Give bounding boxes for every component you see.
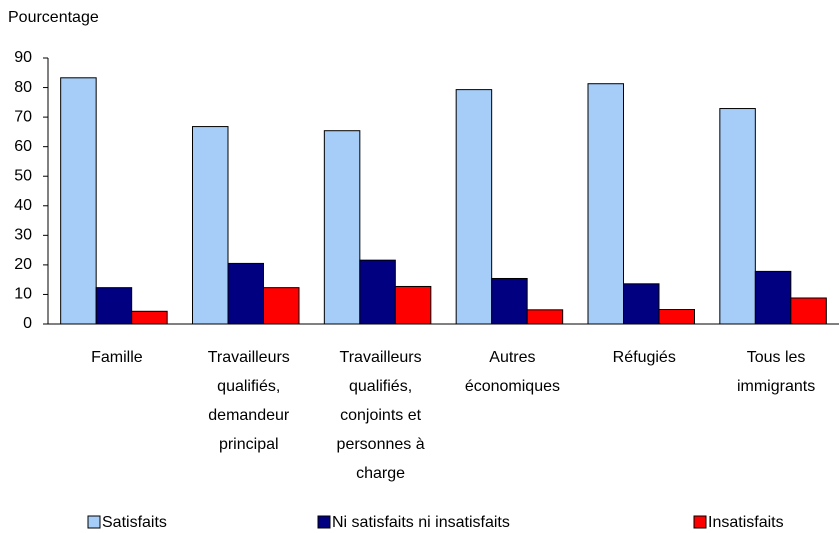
x-tick-label: conjoints et xyxy=(340,407,421,424)
legend-label: Satisfaits xyxy=(102,514,167,531)
y-tick-label: 50 xyxy=(14,167,32,184)
legend-swatch xyxy=(87,515,101,529)
legend-label: Ni satisfaits ni insatisfaits xyxy=(332,514,510,531)
bar xyxy=(263,287,300,325)
bar xyxy=(131,310,168,325)
legend-swatch xyxy=(317,515,331,529)
y-tick-label: 20 xyxy=(14,256,32,273)
x-tick-label: personnes à xyxy=(337,436,425,453)
bar xyxy=(790,297,827,325)
legend-label: Insatisfaits xyxy=(708,514,784,531)
x-tick-label: Réfugiés xyxy=(613,349,676,366)
x-tick-label: économiques xyxy=(465,378,560,395)
bar xyxy=(192,126,229,325)
y-tick-label: 60 xyxy=(14,138,32,155)
x-tick-label: Famille xyxy=(91,349,143,366)
y-tick-label: 70 xyxy=(14,108,32,125)
bar xyxy=(227,262,264,325)
bar xyxy=(455,89,493,325)
bar xyxy=(394,285,432,325)
x-tick-label: qualifiés, xyxy=(217,378,280,395)
x-tick-label: principal xyxy=(219,436,279,453)
y-tick-label: 0 xyxy=(23,315,32,332)
x-tick-label: Travailleurs xyxy=(340,349,422,366)
bar xyxy=(754,270,792,325)
x-tick-label: Travailleurs xyxy=(208,349,290,366)
x-tick-label: Autres xyxy=(489,349,535,366)
bar xyxy=(526,309,564,325)
y-tick-label: 90 xyxy=(14,49,32,66)
bar xyxy=(491,277,528,325)
y-tick-label: 10 xyxy=(14,286,32,303)
y-tick-label: 40 xyxy=(14,197,32,214)
bar xyxy=(60,77,97,325)
x-tick-label: qualifiés, xyxy=(349,378,412,395)
bar xyxy=(623,283,660,325)
bar xyxy=(359,259,396,325)
y-axis-label: Pourcentage xyxy=(8,9,99,26)
bar xyxy=(587,83,624,325)
x-tick-label: demandeur xyxy=(208,407,290,424)
y-tick-label: 80 xyxy=(14,79,32,96)
bar xyxy=(719,108,756,325)
x-tick-label: immigrants xyxy=(737,378,815,395)
x-tick-label: Tous les xyxy=(747,349,806,366)
x-tick-label: charge xyxy=(356,465,405,482)
bar xyxy=(323,130,361,325)
bar xyxy=(95,287,133,325)
y-tick-label: 30 xyxy=(14,227,32,244)
legend-swatch xyxy=(693,515,707,529)
bar xyxy=(658,309,695,325)
